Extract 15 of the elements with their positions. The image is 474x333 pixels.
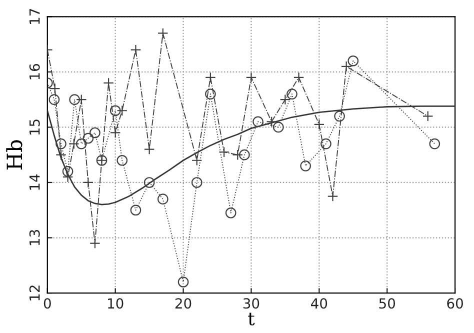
y-tick-label: 12	[29, 286, 40, 300]
x-tick-label: 20	[175, 298, 192, 309]
y-tick-label: 16	[29, 64, 40, 80]
x-axis-title: t	[248, 312, 255, 326]
y-axis-title: Hb	[6, 140, 22, 170]
x-tick-label: 0	[44, 298, 51, 309]
y-tick-label: 13	[29, 230, 40, 246]
x-tick-label: 30	[243, 298, 260, 309]
y-tick-label: 17	[30, 9, 40, 24]
y-tick-label: 14	[30, 174, 40, 190]
x-tick-label: 10	[108, 298, 124, 309]
x-tick-label: 40	[311, 298, 328, 309]
x-tick-label: 50	[379, 298, 396, 309]
y-tick-label: 15	[30, 120, 40, 135]
x-tick-label: 60	[447, 298, 463, 309]
